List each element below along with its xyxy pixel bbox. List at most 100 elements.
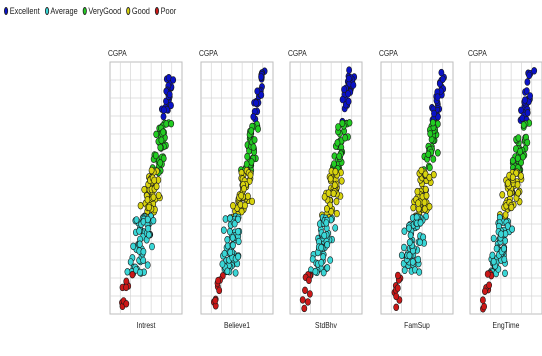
data-point-good <box>148 166 155 175</box>
data-point-excellent <box>258 73 264 81</box>
data-point-average <box>490 258 497 266</box>
data-point-average <box>490 234 497 243</box>
panel-points <box>479 67 538 313</box>
data-point-poor <box>486 281 492 289</box>
data-point-excellent <box>160 106 167 114</box>
data-point-average <box>130 242 137 251</box>
legend-item-good[interactable]: Good <box>126 6 150 16</box>
data-point-good <box>249 197 255 206</box>
legend-item-average[interactable]: Average <box>44 6 78 16</box>
data-point-excellent <box>527 92 533 100</box>
legend-item-poor[interactable]: Poor <box>154 6 176 16</box>
data-point-verygood <box>334 139 341 147</box>
data-point-good <box>244 192 251 201</box>
data-point-average <box>407 231 414 240</box>
panel-points <box>391 68 447 311</box>
legend-label-verygood: VeryGood <box>88 6 122 16</box>
data-point-poor <box>215 276 221 285</box>
data-point-average <box>133 216 140 224</box>
data-point-average <box>417 238 423 247</box>
data-point-verygood <box>157 159 164 167</box>
data-point-average <box>140 248 147 256</box>
data-point-good <box>150 193 157 201</box>
data-point-good <box>338 177 345 185</box>
data-point-average <box>220 226 227 234</box>
legend-marker-excellent <box>4 7 9 15</box>
data-point-verygood <box>255 125 261 133</box>
data-point-average <box>498 230 504 238</box>
data-point-good <box>508 203 515 212</box>
data-point-poor <box>123 283 129 292</box>
data-point-verygood <box>346 119 353 127</box>
data-point-average <box>406 238 413 247</box>
data-point-poor <box>394 284 401 292</box>
data-point-average <box>501 255 508 264</box>
data-point-poor <box>481 287 488 295</box>
data-point-verygood <box>157 143 164 152</box>
data-point-excellent <box>522 96 528 104</box>
panel-points <box>119 73 177 310</box>
data-point-average <box>127 258 134 266</box>
data-point-excellent <box>346 66 352 74</box>
data-point-average <box>227 248 234 257</box>
data-point-verygood <box>524 138 531 147</box>
data-point-good <box>151 176 158 185</box>
data-point-poor <box>123 277 130 285</box>
data-point-good <box>141 185 148 194</box>
scatter-panel-5: CGPA EngTime <box>468 48 542 330</box>
data-point-excellent <box>168 101 174 110</box>
panel-grid <box>290 62 362 314</box>
data-point-good <box>333 197 340 206</box>
data-point-average <box>413 213 420 221</box>
data-point-average <box>415 255 421 264</box>
data-point-good <box>499 191 506 199</box>
data-point-average <box>145 231 152 239</box>
data-point-poor <box>301 304 308 313</box>
data-point-good <box>414 187 421 196</box>
panel-points <box>299 66 358 313</box>
data-point-poor <box>306 290 313 298</box>
data-point-verygood <box>342 134 348 142</box>
data-point-good <box>333 209 340 218</box>
data-point-verygood <box>339 119 346 128</box>
data-point-excellent <box>160 112 167 121</box>
data-point-average <box>332 224 339 232</box>
panel-ylabel: CGPA <box>379 48 398 58</box>
data-point-average <box>323 219 330 227</box>
data-point-good <box>418 166 425 175</box>
legend-marker-poor <box>154 7 159 15</box>
data-point-excellent <box>253 99 259 107</box>
data-point-good <box>518 172 524 180</box>
legend-label-good: Good <box>131 6 150 16</box>
data-point-average <box>235 252 241 261</box>
data-point-excellent <box>439 75 446 83</box>
data-point-good <box>153 182 160 191</box>
data-point-poor <box>216 286 223 295</box>
data-point-excellent <box>258 91 265 99</box>
data-point-average <box>398 251 405 260</box>
data-point-verygood <box>153 130 160 139</box>
legend-item-excellent[interactable]: Excellent <box>4 6 40 16</box>
legend-label-excellent: Excellent <box>9 6 40 16</box>
data-point-excellent <box>523 87 530 95</box>
data-point-poor <box>479 296 486 304</box>
panel-xlabel: Believe1 <box>224 320 250 330</box>
data-point-verygood <box>243 160 250 168</box>
data-point-average <box>136 240 143 248</box>
data-point-verygood <box>430 155 437 163</box>
data-point-excellent <box>431 109 437 118</box>
legend-item-verygood[interactable]: VeryGood <box>82 6 122 16</box>
data-point-good <box>323 205 330 213</box>
data-point-average <box>221 249 228 258</box>
data-point-poor <box>484 270 491 278</box>
data-point-poor <box>304 298 311 306</box>
data-point-average <box>489 251 496 260</box>
data-point-good <box>422 185 429 194</box>
data-point-average <box>144 215 151 224</box>
data-point-poor <box>123 300 130 308</box>
chart-legend: Excellent Average VeryGood Good Poor <box>4 6 179 16</box>
data-point-excellent <box>345 74 352 83</box>
panel-ylabel: CGPA <box>199 48 218 58</box>
data-point-verygood <box>425 150 432 159</box>
data-point-average <box>401 266 408 274</box>
